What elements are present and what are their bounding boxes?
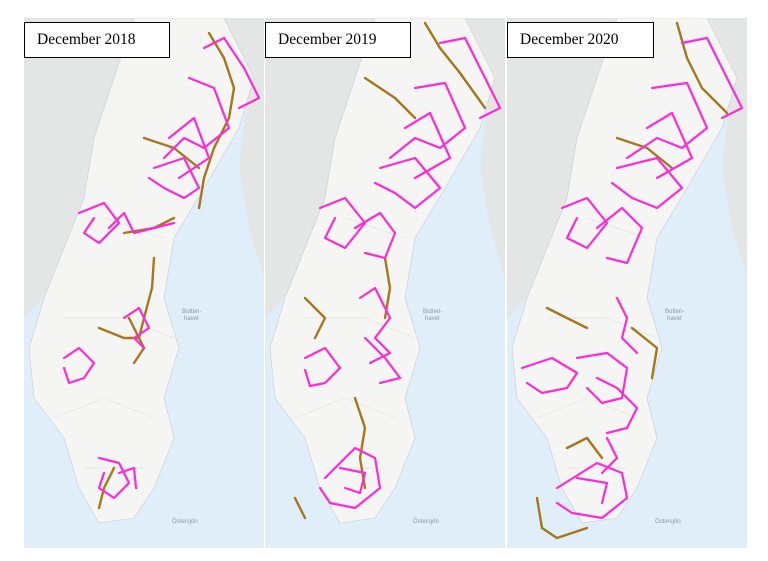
map-panel-2018: Botten- havet Östersjön — [24, 18, 264, 548]
network-magenta — [62, 36, 261, 500]
svg-text:Botten-: Botten- — [665, 309, 684, 315]
panel-label-2019: December 2019 — [265, 22, 411, 58]
svg-text:havet: havet — [184, 316, 199, 322]
map-2020: Botten- havet Östersjön — [507, 18, 747, 548]
svg-text:Östersjön: Östersjön — [413, 518, 439, 525]
gulf-sea-label: Botten- — [182, 309, 201, 315]
svg-text:havet: havet — [667, 316, 682, 322]
norway-land — [24, 18, 134, 318]
map-panel-2020: Botten- havet Östersjön — [507, 18, 747, 548]
svg-text:Östersjön: Östersjön — [655, 518, 681, 525]
finland-land — [224, 18, 264, 278]
map-2019: Botten- havet Östersjön — [265, 18, 505, 548]
panel-label-2018: December 2018 — [24, 22, 170, 58]
panel-label-2020: December 2020 — [507, 22, 654, 58]
map-2018: Botten- havet Östersjön — [24, 18, 264, 548]
map-panel-2019: Botten- havet Östersjön — [265, 18, 505, 548]
baltic-sea-label: Östersjön — [172, 518, 198, 525]
svg-text:Botten-: Botten- — [423, 309, 442, 315]
svg-text:havet: havet — [425, 316, 440, 322]
